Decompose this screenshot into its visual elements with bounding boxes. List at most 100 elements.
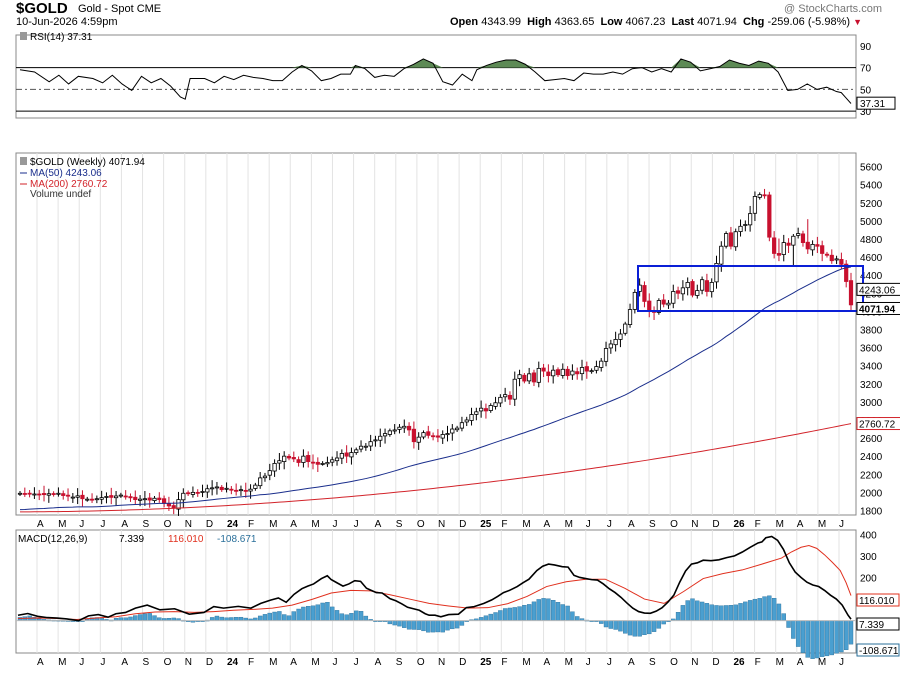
macd-histogram-bar <box>728 605 734 621</box>
candle <box>565 368 570 377</box>
price-tick-label: 3200 <box>860 380 883 391</box>
chg-label: Chg <box>743 16 765 28</box>
macd-histogram-bar <box>301 606 306 621</box>
macd-signal-last: 116.010 <box>859 596 895 607</box>
candle <box>195 491 200 494</box>
macd-histogram-bar <box>843 620 849 650</box>
macd-histogram-bar <box>642 620 647 636</box>
candle <box>147 497 152 501</box>
candle <box>714 263 719 283</box>
macd-histogram-bar <box>767 595 772 621</box>
macd-histogram-bar <box>743 601 748 621</box>
price-tick-label: 3400 <box>860 362 883 373</box>
price-panel <box>15 152 857 516</box>
candle <box>258 477 263 487</box>
month-tick-label: A <box>797 519 804 530</box>
candle <box>675 290 681 294</box>
month-tick-label: A <box>375 657 382 668</box>
price-last-value: 4071.94 <box>859 304 896 315</box>
candle <box>522 374 527 382</box>
candle <box>205 488 210 493</box>
candle <box>589 370 594 373</box>
macd-histogram-bar <box>738 603 743 621</box>
candle <box>815 244 820 247</box>
candle <box>142 498 147 501</box>
macd-histogram-bar <box>137 614 143 621</box>
month-tick-label: S <box>143 657 150 668</box>
candle <box>503 394 508 398</box>
macd-histogram-bar <box>680 605 686 621</box>
macd-legend-title: MACD(12,26,9) <box>18 534 87 545</box>
low-value: 4067.23 <box>625 16 666 28</box>
macd-histogram-bar <box>421 620 426 632</box>
candle <box>402 425 407 429</box>
macd-histogram-bar <box>522 605 527 621</box>
macd-histogram-bar <box>575 616 580 621</box>
candle <box>262 475 268 479</box>
month-tick-label: S <box>396 519 403 530</box>
macd-histogram-bar <box>445 620 450 631</box>
candle <box>430 435 436 438</box>
month-tick-label: A <box>290 519 297 530</box>
rsi-legend: RSI(14) 37.31 <box>30 32 93 43</box>
macd-histogram-bar <box>430 620 436 633</box>
macd-histogram-bar <box>411 620 417 630</box>
price-last-value-box <box>856 301 900 315</box>
candle <box>474 411 479 415</box>
month-tick-label: J <box>354 657 359 668</box>
macd-histogram-bar <box>627 620 633 636</box>
candle <box>373 439 378 442</box>
price-tick-label: 4400 <box>860 271 883 282</box>
price-legend-symbol: $GOLD (Weekly) 4071.94 <box>30 157 145 168</box>
candle <box>339 453 344 459</box>
month-tick-label: M <box>818 657 826 668</box>
macd-histogram-bar <box>454 620 460 629</box>
candle <box>224 487 229 490</box>
candle <box>671 291 676 304</box>
macd-legend-signal: 116.010 <box>168 534 204 545</box>
candle <box>89 498 95 501</box>
macd-histogram-bar <box>675 612 681 621</box>
month-tick-label: J <box>839 657 844 668</box>
month-tick-label: M <box>522 657 530 668</box>
macd-histogram-bar <box>795 620 801 647</box>
candle <box>70 496 75 499</box>
macd-histogram-bar <box>493 612 498 621</box>
rsi-legend-icon <box>20 32 27 40</box>
candle <box>767 194 772 238</box>
month-tick-label: S <box>396 657 403 668</box>
candle <box>680 287 685 295</box>
macd-histogram-bar <box>550 599 556 621</box>
candle <box>685 282 690 289</box>
candle <box>99 497 104 500</box>
candle <box>483 408 489 412</box>
macd-histogram-bar <box>272 611 277 621</box>
macd-histogram-bar <box>512 607 517 621</box>
watermark: @ StockCharts.com <box>784 3 882 15</box>
price-tick-label: 5200 <box>860 199 883 210</box>
rsi-tick-label: 70 <box>860 64 872 75</box>
candle <box>363 445 368 448</box>
month-tick-label: M <box>776 519 784 530</box>
rsi-tick-label: 30 <box>860 107 872 118</box>
macd-histogram-bar <box>281 614 287 621</box>
macd-histogram-bar <box>781 613 786 621</box>
candle <box>296 459 301 463</box>
candle <box>210 487 215 490</box>
candle <box>546 371 551 377</box>
macd-histogram-bar <box>344 614 349 621</box>
price-tick-label: 2000 <box>860 488 883 499</box>
macd-histogram-bar <box>397 620 402 627</box>
chg-value: -259.06 (-5.98%) <box>767 16 851 28</box>
month-tick-label: N <box>691 657 698 668</box>
month-tick-label: 25 <box>480 657 492 668</box>
macd-histogram-bar <box>277 611 282 621</box>
macd-histogram-bar <box>435 620 441 633</box>
macd-histogram-bar <box>536 599 541 621</box>
candle <box>32 493 37 496</box>
candle <box>46 493 51 496</box>
candle <box>243 489 248 492</box>
macd-histogram-bar <box>257 615 263 621</box>
down-triangle-icon: ▼ <box>853 17 862 27</box>
